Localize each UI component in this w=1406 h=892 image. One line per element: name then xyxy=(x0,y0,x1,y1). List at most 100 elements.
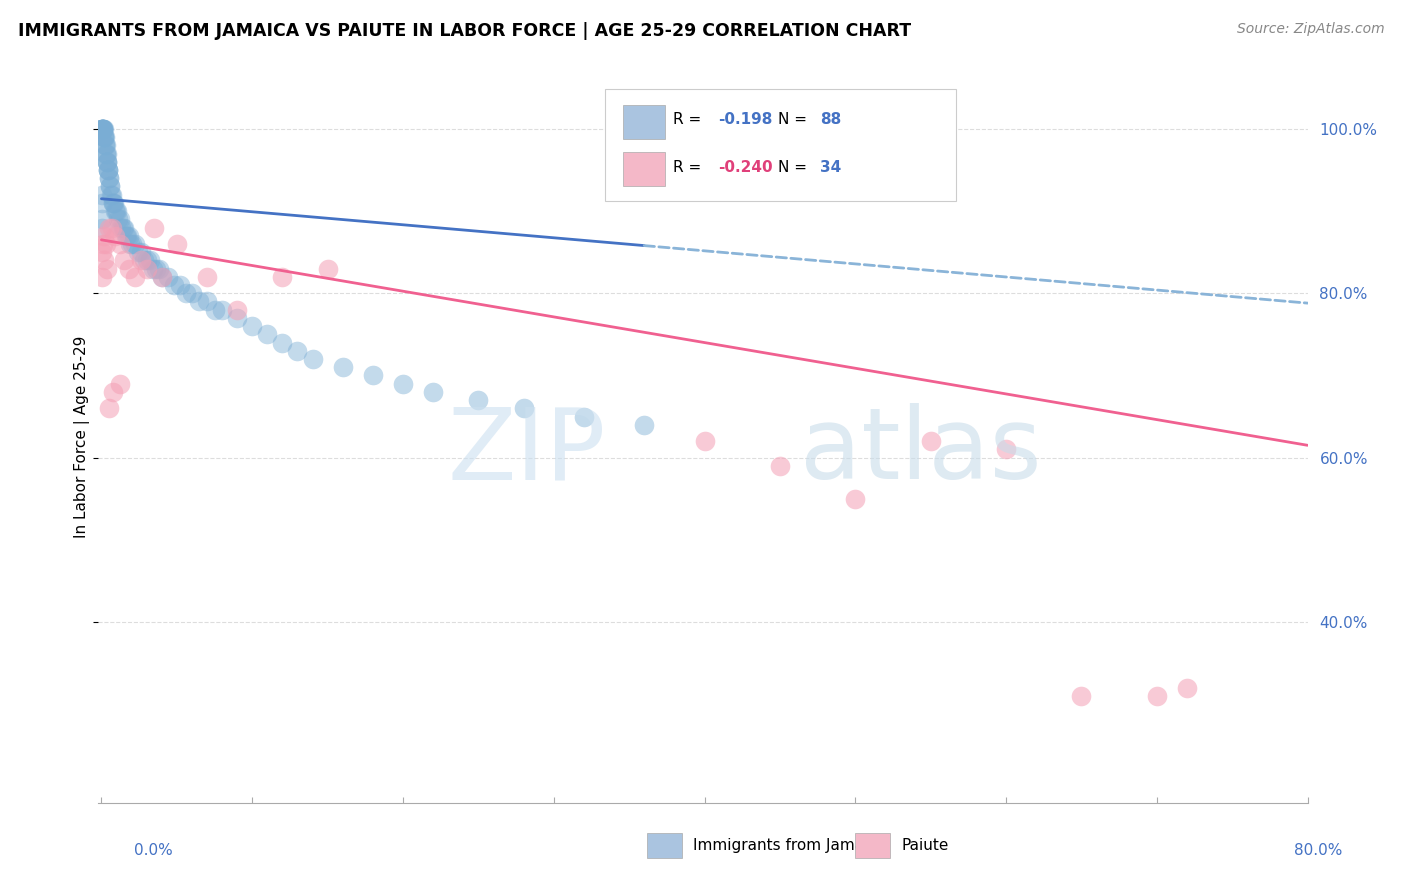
Point xyxy=(91,121,114,136)
Point xyxy=(91,121,114,136)
Point xyxy=(100,187,122,202)
Point xyxy=(91,121,114,136)
Point xyxy=(143,220,166,235)
Point xyxy=(138,253,160,268)
Point xyxy=(301,351,323,366)
Point xyxy=(110,220,132,235)
Point xyxy=(101,195,124,210)
Point xyxy=(180,286,202,301)
Point xyxy=(115,228,138,243)
Point xyxy=(107,212,129,227)
Point xyxy=(148,261,170,276)
Text: atlas: atlas xyxy=(800,403,1042,500)
Point xyxy=(195,269,218,284)
Point xyxy=(101,220,124,235)
Point xyxy=(108,212,131,227)
Point xyxy=(256,327,278,342)
Point xyxy=(100,179,122,194)
Point xyxy=(114,228,136,243)
Point xyxy=(108,236,131,251)
Point xyxy=(111,220,134,235)
Point xyxy=(204,302,226,317)
Point xyxy=(166,236,188,251)
Point xyxy=(271,269,294,284)
Point xyxy=(117,228,139,243)
Point xyxy=(94,130,117,145)
Point xyxy=(91,121,114,136)
Point xyxy=(195,294,218,309)
Point xyxy=(150,269,173,284)
Point xyxy=(98,171,121,186)
Point xyxy=(91,220,114,235)
Point xyxy=(112,253,135,268)
Point xyxy=(316,261,339,276)
Point xyxy=(97,171,120,186)
Text: Immigrants from Jamaica: Immigrants from Jamaica xyxy=(693,838,886,853)
Point xyxy=(271,335,294,350)
Text: N =: N = xyxy=(778,112,811,127)
Point xyxy=(90,269,112,284)
Text: 80.0%: 80.0% xyxy=(1295,843,1343,858)
Point xyxy=(188,294,211,309)
Point xyxy=(94,138,117,153)
Point xyxy=(211,302,233,317)
Text: 0.0%: 0.0% xyxy=(134,843,173,858)
Point xyxy=(91,236,114,251)
Point xyxy=(91,121,114,136)
Point xyxy=(91,121,114,136)
Text: ZIP: ZIP xyxy=(449,403,606,500)
Point xyxy=(91,121,114,136)
Text: Paiute: Paiute xyxy=(901,838,949,853)
Point xyxy=(94,146,117,161)
Point xyxy=(97,163,120,178)
Point xyxy=(226,302,249,317)
Point xyxy=(94,236,117,251)
Point xyxy=(844,491,866,506)
Point xyxy=(135,261,157,276)
Point xyxy=(104,204,127,219)
Point xyxy=(103,384,125,399)
Point xyxy=(1175,681,1198,695)
Point xyxy=(103,195,125,210)
Point xyxy=(1146,689,1168,703)
Point xyxy=(392,376,415,391)
Point xyxy=(104,228,127,243)
Text: -0.240: -0.240 xyxy=(718,160,773,175)
Text: IMMIGRANTS FROM JAMAICA VS PAIUTE IN LABOR FORCE | AGE 25-29 CORRELATION CHART: IMMIGRANTS FROM JAMAICA VS PAIUTE IN LAB… xyxy=(18,22,911,40)
Point xyxy=(98,179,121,194)
Point xyxy=(512,401,534,416)
Point xyxy=(920,434,942,449)
Point xyxy=(90,187,112,202)
Point xyxy=(995,442,1018,457)
Point xyxy=(467,393,489,408)
Point xyxy=(93,130,115,145)
Point xyxy=(96,154,118,169)
Point xyxy=(97,163,120,178)
Point xyxy=(633,417,655,432)
Point xyxy=(93,121,115,136)
Point xyxy=(93,130,115,145)
Point xyxy=(98,401,121,416)
Point xyxy=(96,146,118,161)
Point xyxy=(101,187,124,202)
Point xyxy=(96,154,118,169)
Point xyxy=(98,220,121,235)
Point xyxy=(169,278,191,293)
Point xyxy=(142,261,165,276)
Y-axis label: In Labor Force | Age 25-29: In Labor Force | Age 25-29 xyxy=(75,336,90,538)
Point xyxy=(287,343,309,358)
Point xyxy=(174,286,197,301)
Point xyxy=(103,195,125,210)
Text: 34: 34 xyxy=(820,160,841,175)
Point xyxy=(135,253,157,268)
Point xyxy=(572,409,595,424)
Point xyxy=(124,269,146,284)
Point xyxy=(93,228,115,243)
Point xyxy=(96,146,118,161)
Point xyxy=(108,376,131,391)
Point xyxy=(104,204,127,219)
Text: Source: ZipAtlas.com: Source: ZipAtlas.com xyxy=(1237,22,1385,37)
Point xyxy=(91,245,114,260)
Point xyxy=(96,261,118,276)
Point xyxy=(121,236,143,251)
